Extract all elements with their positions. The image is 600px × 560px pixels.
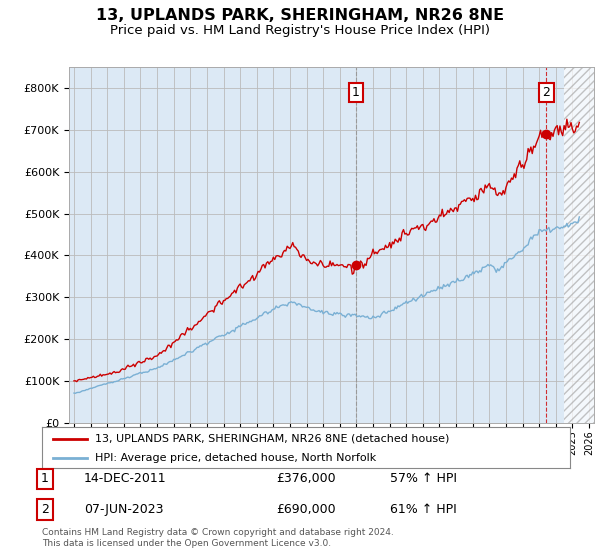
Bar [564,67,594,423]
Text: 61% ↑ HPI: 61% ↑ HPI [390,503,457,516]
Text: 1: 1 [352,86,359,99]
Text: Price paid vs. HM Land Registry's House Price Index (HPI): Price paid vs. HM Land Registry's House … [110,24,490,36]
Text: £376,000: £376,000 [276,472,335,486]
Text: 2: 2 [542,86,550,99]
Text: 07-JUN-2023: 07-JUN-2023 [84,503,163,516]
Text: 57% ↑ HPI: 57% ↑ HPI [390,472,457,486]
Text: 14-DEC-2011: 14-DEC-2011 [84,472,167,486]
Text: 2: 2 [41,503,49,516]
Text: Contains HM Land Registry data © Crown copyright and database right 2024.
This d: Contains HM Land Registry data © Crown c… [42,528,394,548]
Text: 1: 1 [41,472,49,486]
Text: 13, UPLANDS PARK, SHERINGHAM, NR26 8NE: 13, UPLANDS PARK, SHERINGHAM, NR26 8NE [96,8,504,24]
Text: £690,000: £690,000 [276,503,335,516]
Text: 13, UPLANDS PARK, SHERINGHAM, NR26 8NE (detached house): 13, UPLANDS PARK, SHERINGHAM, NR26 8NE (… [95,433,449,444]
Text: HPI: Average price, detached house, North Norfolk: HPI: Average price, detached house, Nort… [95,452,376,463]
